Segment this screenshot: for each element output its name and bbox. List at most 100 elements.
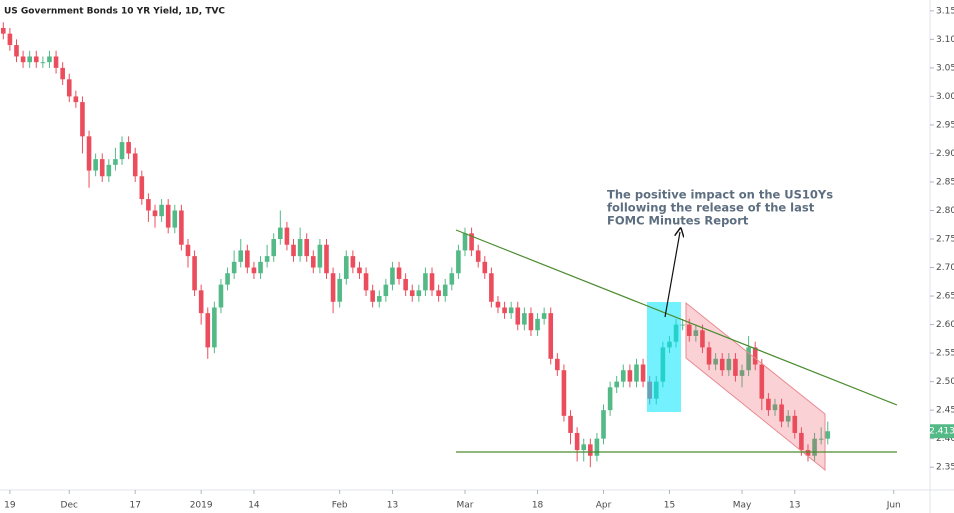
candle-body [739,370,745,376]
annotation: FOMC Minutes Report [607,214,749,228]
candle-body [561,370,567,416]
x-tick-label: Mar [457,501,474,511]
candle-body [396,267,402,279]
candle-body [423,273,428,291]
candle-body [317,244,323,268]
candle-body [324,244,329,274]
candle-body [568,415,573,433]
candle-body [370,290,375,302]
candle-body [60,67,65,80]
candle-body [245,250,250,268]
candle-body [146,199,151,211]
x-tick-label: 18 [532,501,544,511]
candle-body [238,250,244,262]
candle-body [225,273,230,285]
candle-body [350,256,356,268]
candle-body [812,438,817,456]
candle-body [759,364,765,399]
candle-body [7,33,13,46]
candle-body [119,142,125,160]
candle-body [330,273,336,302]
candle-body [403,278,408,291]
candle-body [607,387,613,411]
down-channel [685,301,826,472]
candle-body [456,250,461,274]
candle-body [165,204,171,228]
candle-body [581,444,587,451]
last-price-box [930,424,954,439]
candle-body [620,370,626,382]
y-tick-label: 3.150 [936,6,954,16]
candle-body [264,256,270,262]
highlight-box [647,302,681,412]
candle-body [502,307,507,314]
candle-body [601,410,606,439]
candle-body [73,96,79,103]
x-tick-label: May [733,501,752,511]
y-tick-label: 2.550 [936,349,954,359]
candle-body [766,398,771,411]
x-tick-label: 2019 [190,501,213,511]
candle-body [53,56,59,68]
candle-body [640,364,646,382]
candle-body [799,432,804,451]
candle-body [752,347,758,365]
candle-body [416,290,422,297]
candle-body [310,256,316,268]
candle-body [337,278,342,302]
candle-body [278,227,283,240]
x-tick-label: Apr [596,501,612,511]
y-tick-label: 2.950 [936,120,954,130]
candle-body [152,210,158,217]
x-tick-label: 19 [4,501,16,511]
x-tick-label: 15 [664,501,675,511]
candle-body [726,358,732,371]
candle-body [212,307,217,348]
candle-body [192,256,197,291]
candle-body [383,284,389,297]
candle-body [548,313,554,359]
candle-body [535,318,540,331]
candle-body [462,233,468,251]
candle-body [20,56,26,63]
candle-body [99,159,105,177]
candle-body [251,267,257,274]
candle-body [634,364,639,382]
candle-body [818,438,824,440]
candle-body [594,438,600,456]
candle-body [205,313,211,348]
candle-body [686,324,692,336]
candle-body [588,444,593,456]
candle-body [363,273,369,291]
candle-body [429,273,435,291]
candle-body [66,79,72,97]
y-tick-label: 2.400 [936,434,954,444]
candle-body [541,313,547,319]
candle-body [297,239,303,257]
candle-body [291,244,296,257]
candle-body [376,296,382,302]
candle-body [33,56,39,63]
candle-body [706,347,712,365]
candle-body [409,290,415,297]
candle-body [482,261,488,274]
candle-body [713,358,718,365]
y-tick-label: 3.050 [936,63,954,73]
last-price-label: 2.413 [929,427,954,437]
candle-body [132,153,138,177]
trend-line [455,229,898,406]
annotation: following the release of the last [607,201,815,215]
candle-body [508,307,514,314]
candle-body [198,290,204,314]
candle-body [172,210,178,228]
candle-body [614,381,620,388]
candle-body [555,358,560,371]
candle-body [700,330,705,348]
candle-body [304,239,310,257]
candle-body [357,267,362,274]
y-tick-label: 3.000 [936,92,954,102]
candle-body [792,415,798,433]
candle-body [106,164,112,177]
candle-body [805,450,811,456]
